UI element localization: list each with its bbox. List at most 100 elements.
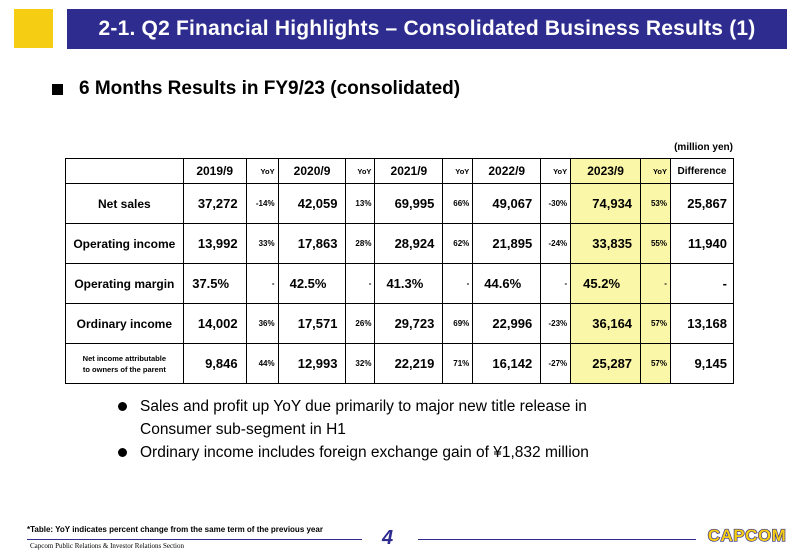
yoy-cell: - [442,263,474,304]
bullet-dot-icon [118,402,127,411]
unit-label: (million yen) [674,142,733,153]
yoy-cell: 13% [345,183,376,224]
yoy-cell: 57% [640,343,671,384]
yoy-cell: -24% [540,223,572,264]
value-cell: 37,272 [182,183,247,224]
bullet-text: Sales and profit up YoY due primarily to… [140,398,587,415]
value-cell: 41.3% [374,263,444,304]
row-label: Operating income [65,223,184,264]
yoy-cell: 32% [345,343,376,384]
logo-text: CAPCOM [708,526,787,544]
footer-divider [418,539,696,540]
yoy-header: YoY [245,158,279,184]
value-cell: 14,002 [182,303,247,344]
row-label: Ordinary income [65,303,184,344]
bullet-dot-icon [118,448,127,457]
table-row-operating-income: Operating income 13,992 33% 17,863 28% 2… [65,223,735,264]
difference-cell: 25,867 [669,183,735,224]
footer-section-text: Capcom Public Relations & Investor Relat… [30,542,184,550]
value-cell: 49,067 [472,183,542,224]
value-cell: 42,059 [277,183,347,224]
value-cell: 69,995 [374,183,444,224]
col-header-2022: 2022/9 [472,158,542,184]
table-footnote: *Table: YoY indicates percent change fro… [27,525,323,534]
yoy-cell: 57% [640,303,671,344]
yoy-cell: -30% [540,183,572,224]
row-label: Operating margin [65,263,184,304]
yoy-cell: 55% [640,223,671,264]
yoy-cell: 26% [345,303,376,344]
value-cell: 22,996 [472,303,542,344]
value-cell: 25,287 [570,343,642,384]
capcom-logo: CAPCOM [707,526,787,544]
section-heading: 6 Months Results in FY9/23 (consolidated… [52,78,460,100]
bullet-text: Ordinary income includes foreign exchang… [140,444,589,461]
table-row-net-income: Net income attributable to owners of the… [65,343,735,384]
yoy-cell: 69% [442,303,474,344]
yoy-cell: 28% [345,223,376,264]
row-label-line: Net income attributable [82,353,167,363]
summary-bullets: Sales and profit up YoY due primarily to… [118,395,589,464]
value-cell: 45.2% [570,263,642,304]
row-label: Net income attributable to owners of the… [65,343,184,384]
footer-divider [27,539,362,540]
yoy-cell: 62% [442,223,474,264]
yoy-header: YoY [442,158,474,184]
value-cell: 22,219 [374,343,444,384]
header-empty-cell [65,158,184,184]
financial-results-table: 2019/9 YoY 2020/9 YoY 2021/9 YoY 2022/9 … [65,158,735,384]
page-title: 2-1. Q2 Financial Highlights – Consolida… [67,9,787,49]
difference-cell: 11,940 [669,223,735,264]
table-row-ordinary-income: Ordinary income 14,002 36% 17,571 26% 29… [65,303,735,344]
yoy-header: YoY [640,158,671,184]
value-cell: 29,723 [374,303,444,344]
col-header-2021: 2021/9 [374,158,444,184]
bullet-item: Ordinary income includes foreign exchang… [118,441,589,464]
col-header-2020: 2020/9 [277,158,347,184]
yoy-cell: 33% [245,223,279,264]
yoy-cell: 44% [245,343,279,384]
value-cell: 9,846 [182,343,247,384]
value-cell: 12,993 [277,343,347,384]
yoy-cell: -23% [540,303,572,344]
accent-square [14,9,53,48]
value-cell: 17,571 [277,303,347,344]
value-cell: 33,835 [570,223,642,264]
row-label: Net sales [65,183,184,224]
bullet-text: Consumer sub-segment in H1 [140,421,346,438]
value-cell: 44.6% [472,263,542,304]
row-label-line: to owners of the parent [82,364,166,374]
difference-cell: 13,168 [669,303,735,344]
value-cell: 17,863 [277,223,347,264]
value-cell: 37.5% [182,263,247,304]
yoy-cell: - [640,263,671,304]
table-row-net-sales: Net sales 37,272 -14% 42,059 13% 69,995 … [65,183,735,224]
page-number: 4 [382,527,394,549]
yoy-cell: 66% [442,183,474,224]
yoy-cell: 36% [245,303,279,344]
yoy-cell: -27% [540,343,572,384]
table-row-operating-margin: Operating margin 37.5% - 42.5% - 41.3% -… [65,263,735,304]
yoy-cell: - [345,263,376,304]
yoy-cell: - [245,263,279,304]
bullet-item: Sales and profit up YoY due primarily to… [118,395,589,418]
yoy-cell: 53% [640,183,671,224]
col-header-2023: 2023/9 [570,158,642,184]
value-cell: 42.5% [277,263,347,304]
col-header-difference: Difference [669,158,735,184]
bullet-continuation: Consumer sub-segment in H1 [118,418,589,441]
yoy-cell: - [540,263,572,304]
square-bullet-icon [52,83,63,95]
yoy-cell: -14% [245,183,279,224]
difference-cell: 9,145 [669,343,735,384]
value-cell: 13,992 [182,223,247,264]
value-cell: 28,924 [374,223,444,264]
difference-cell: - [669,263,735,304]
section-heading-text: 6 Months Results in FY9/23 (consolidated… [79,78,461,99]
yoy-cell: 71% [442,343,474,384]
table-header-row: 2019/9 YoY 2020/9 YoY 2021/9 YoY 2022/9 … [65,158,735,184]
value-cell: 21,895 [472,223,542,264]
value-cell: 74,934 [570,183,642,224]
yoy-header: YoY [540,158,572,184]
yoy-header: YoY [345,158,376,184]
